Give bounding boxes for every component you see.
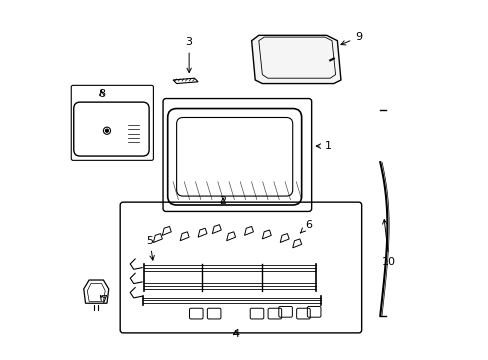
Polygon shape	[251, 35, 340, 84]
Text: 3: 3	[185, 37, 192, 73]
Text: 2: 2	[219, 197, 226, 206]
Text: 8: 8	[98, 89, 105, 99]
Text: 4: 4	[231, 329, 239, 339]
Text: 9: 9	[340, 32, 362, 45]
Text: 10: 10	[382, 220, 395, 267]
Text: 1: 1	[316, 141, 331, 151]
Text: 6: 6	[300, 220, 312, 233]
Text: 5: 5	[146, 236, 154, 260]
Text: 7: 7	[100, 295, 107, 305]
Circle shape	[105, 129, 108, 132]
